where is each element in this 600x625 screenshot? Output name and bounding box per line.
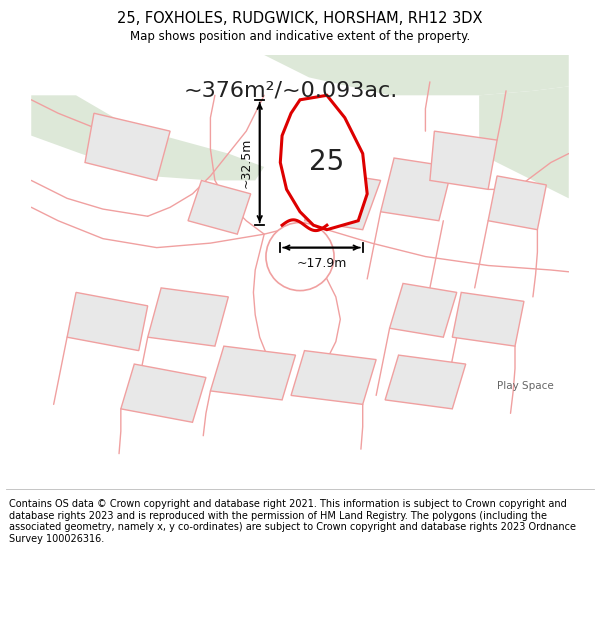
Polygon shape bbox=[188, 181, 251, 234]
Polygon shape bbox=[385, 355, 466, 409]
Polygon shape bbox=[479, 86, 569, 198]
Text: ~32.5m: ~32.5m bbox=[239, 138, 253, 188]
Text: Contains OS data © Crown copyright and database right 2021. This information is : Contains OS data © Crown copyright and d… bbox=[9, 499, 576, 544]
Polygon shape bbox=[389, 284, 457, 338]
Polygon shape bbox=[380, 158, 452, 221]
Polygon shape bbox=[280, 95, 367, 229]
Polygon shape bbox=[85, 113, 170, 181]
Circle shape bbox=[266, 222, 334, 291]
Polygon shape bbox=[264, 55, 569, 95]
Polygon shape bbox=[452, 292, 524, 346]
Polygon shape bbox=[121, 364, 206, 423]
Text: 25, FOXHOLES, RUDGWICK, HORSHAM, RH12 3DX: 25, FOXHOLES, RUDGWICK, HORSHAM, RH12 3D… bbox=[117, 11, 483, 26]
Polygon shape bbox=[488, 176, 547, 229]
Text: Play Space: Play Space bbox=[497, 381, 554, 391]
Text: Map shows position and indicative extent of the property.: Map shows position and indicative extent… bbox=[130, 30, 470, 43]
Polygon shape bbox=[148, 288, 229, 346]
Polygon shape bbox=[304, 171, 380, 229]
Text: ~376m²/~0.093ac.: ~376m²/~0.093ac. bbox=[184, 81, 398, 101]
Polygon shape bbox=[211, 346, 296, 400]
Polygon shape bbox=[31, 95, 264, 181]
Text: ~17.9m: ~17.9m bbox=[296, 256, 347, 269]
Text: 25: 25 bbox=[309, 149, 344, 176]
Polygon shape bbox=[67, 292, 148, 351]
Polygon shape bbox=[291, 351, 376, 404]
Polygon shape bbox=[430, 131, 497, 189]
